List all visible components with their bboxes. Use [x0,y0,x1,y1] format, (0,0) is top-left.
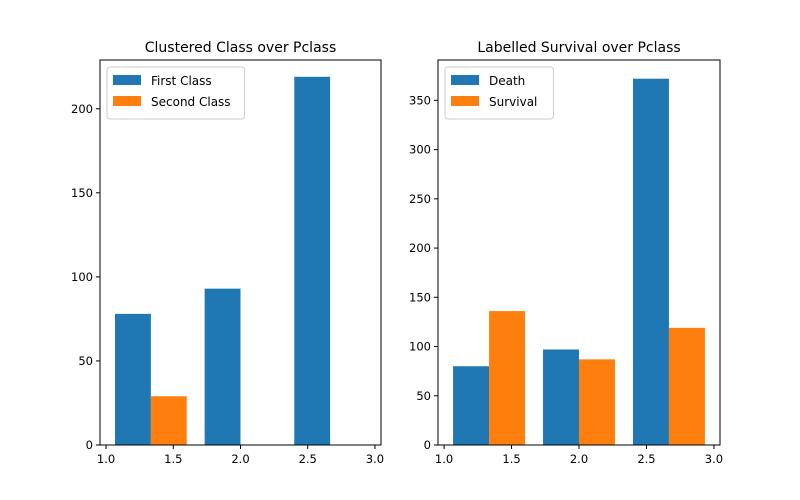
x-tick-label: 1.5 [502,452,520,466]
x-tick-label: 3.0 [366,452,384,466]
bar-death-2 [543,349,579,445]
y-tick-label: 150 [409,290,431,304]
y-tick-label: 150 [71,186,93,200]
y-tick-label: 200 [71,102,93,116]
bar-first-class-3 [294,76,331,445]
x-tick-label: 1.0 [435,452,453,466]
chart-clustered-class: Clustered Class over Pclass 1.0 1.5 2.0 2.5 3… [71,40,384,466]
bar-death-3 [632,78,669,446]
bar-death-1 [453,366,490,445]
bar-survival-3 [668,327,705,445]
bar-survival-1 [489,311,526,445]
y-tick-label: 50 [78,354,93,368]
bar-second-class-1 [150,396,187,445]
legend-swatch [451,96,479,106]
y-tick-label: 200 [409,241,431,255]
y-tick-label: 350 [409,93,431,107]
x-tick-label: 2.0 [231,452,249,466]
bar-first-class-2 [204,288,241,445]
x-tick-label: 3.0 [705,452,723,466]
legend [106,66,246,120]
bar-first-class-1 [115,313,151,445]
chart-labelled-survival: Labelled Survival over Pclass 1.0 1.5 2.0 2.… [409,40,723,466]
chart-title: Labelled Survival over Pclass [477,40,680,56]
y-tick-label: 300 [409,143,431,157]
y-tick-label: 0 [86,438,93,452]
legend-label: Survival [489,95,537,109]
x-tick-label: 2.0 [570,452,588,466]
x-tick-label: 1.0 [97,452,115,466]
legend-swatch [113,75,141,85]
y-tick-label: 250 [409,192,431,206]
legend-label: Second Class [151,95,231,109]
bar-survival-2 [579,359,615,445]
x-tick-label: 2.5 [637,452,655,466]
x-tick-label: 1.5 [164,452,182,466]
legend-label: Death [489,74,525,88]
y-tick-label: 100 [409,340,431,354]
chart-title: Clustered Class over Pclass [145,40,336,56]
x-tick-label: 2.5 [299,452,317,466]
legend-swatch [451,75,479,85]
legend-swatch [113,96,141,106]
y-tick-label: 0 [424,438,431,452]
y-tick-label: 100 [71,270,93,284]
y-tick-label: 50 [416,389,431,403]
legend-label: First Class [151,74,212,88]
